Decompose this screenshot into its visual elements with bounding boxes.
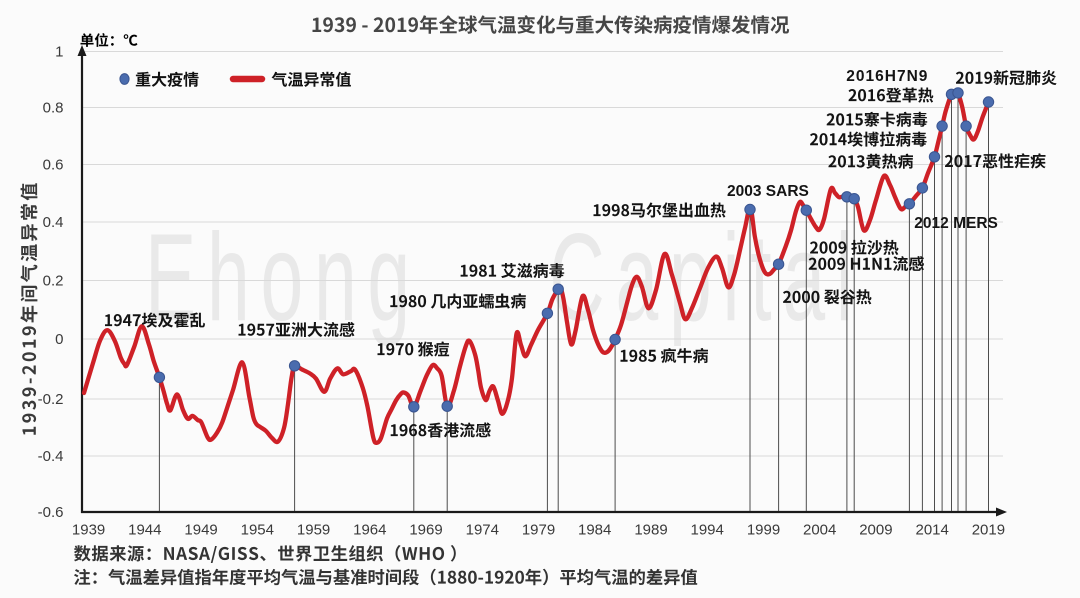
svg-text:0.2: 0.2 <box>43 273 64 290</box>
svg-text:0.8: 0.8 <box>43 100 64 117</box>
svg-text:0.4: 0.4 <box>43 214 64 231</box>
svg-text:1939: 1939 <box>72 521 105 538</box>
svg-text:1994: 1994 <box>691 521 724 538</box>
svg-text:2012 MERS: 2012 MERS <box>914 215 998 232</box>
svg-text:1949: 1949 <box>184 521 217 538</box>
svg-text:-0.6: -0.6 <box>38 504 64 521</box>
svg-text:0: 0 <box>55 331 63 348</box>
svg-text:2016H7N9: 2016H7N9 <box>846 68 928 85</box>
svg-text:1989: 1989 <box>634 521 667 538</box>
svg-text:0.6: 0.6 <box>43 157 64 174</box>
svg-text:2004: 2004 <box>803 521 836 538</box>
svg-text:2009: 2009 <box>859 521 892 538</box>
svg-text:1959: 1959 <box>297 521 330 538</box>
svg-text:2014: 2014 <box>916 521 949 538</box>
svg-text:1954: 1954 <box>241 521 274 538</box>
svg-text:2003 SARS: 2003 SARS <box>727 183 809 200</box>
svg-text:-0.2: -0.2 <box>38 391 64 408</box>
svg-text:1964: 1964 <box>353 521 386 538</box>
svg-text:1969: 1969 <box>409 521 442 538</box>
svg-text:1979: 1979 <box>522 521 555 538</box>
svg-text:1944: 1944 <box>128 521 161 538</box>
svg-text:1999: 1999 <box>747 521 780 538</box>
svg-text:2019: 2019 <box>972 521 1005 538</box>
svg-text:1974: 1974 <box>466 521 499 538</box>
svg-text:1984: 1984 <box>578 521 611 538</box>
svg-text:-0.4: -0.4 <box>38 448 64 465</box>
svg-text:1: 1 <box>55 44 63 61</box>
